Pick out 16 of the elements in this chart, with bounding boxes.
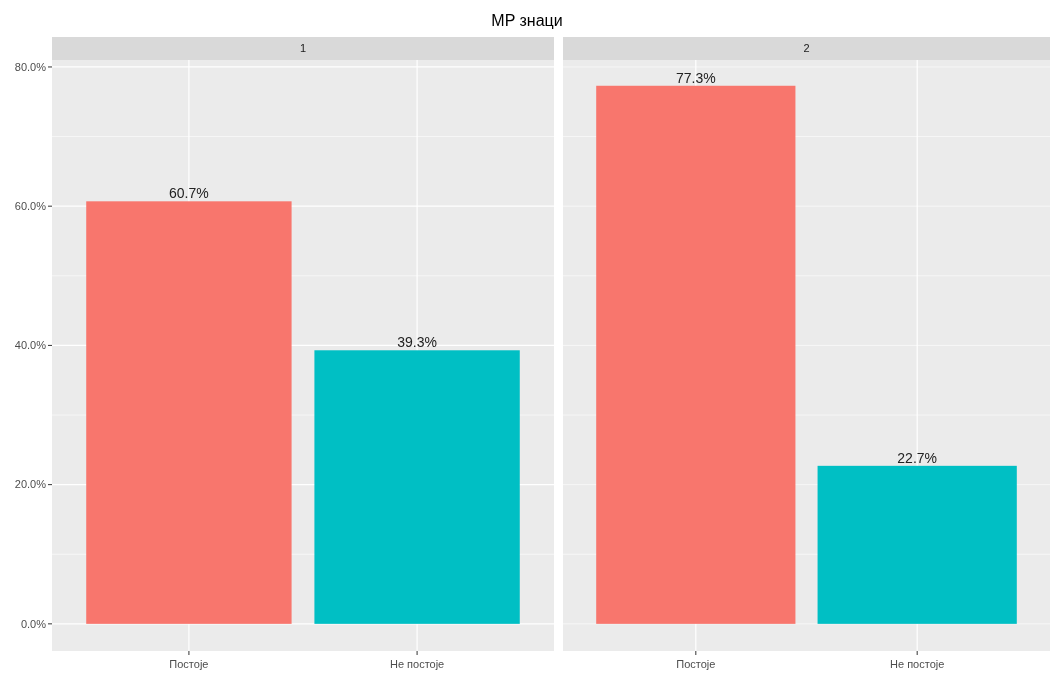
- chart-subtitle: 1: [299, 42, 307, 54]
- y-tick-label: 40.0%: [14, 339, 47, 352]
- x-tick-label: Не постоје: [890, 658, 945, 670]
- data-label: 22.7%: [897, 449, 938, 466]
- y-tick-label: 60.0%: [14, 200, 47, 213]
- y-tick-label: 20.0%: [14, 478, 47, 491]
- y-tick-label: 80.0%: [14, 60, 47, 73]
- data-label: 39.3%: [397, 334, 437, 351]
- data-label: 77.3%: [675, 69, 716, 86]
- chart-title: MP знаци: [491, 12, 563, 29]
- x-tick-label: Постоје: [676, 658, 716, 670]
- chart-subtitle: 2: [803, 42, 810, 54]
- x-tick-label: Не постоје: [389, 658, 445, 670]
- data-label: 60.7%: [169, 185, 209, 202]
- y-tick-label: 0.0%: [20, 617, 47, 630]
- x-tick-label: Постоје: [169, 658, 209, 670]
